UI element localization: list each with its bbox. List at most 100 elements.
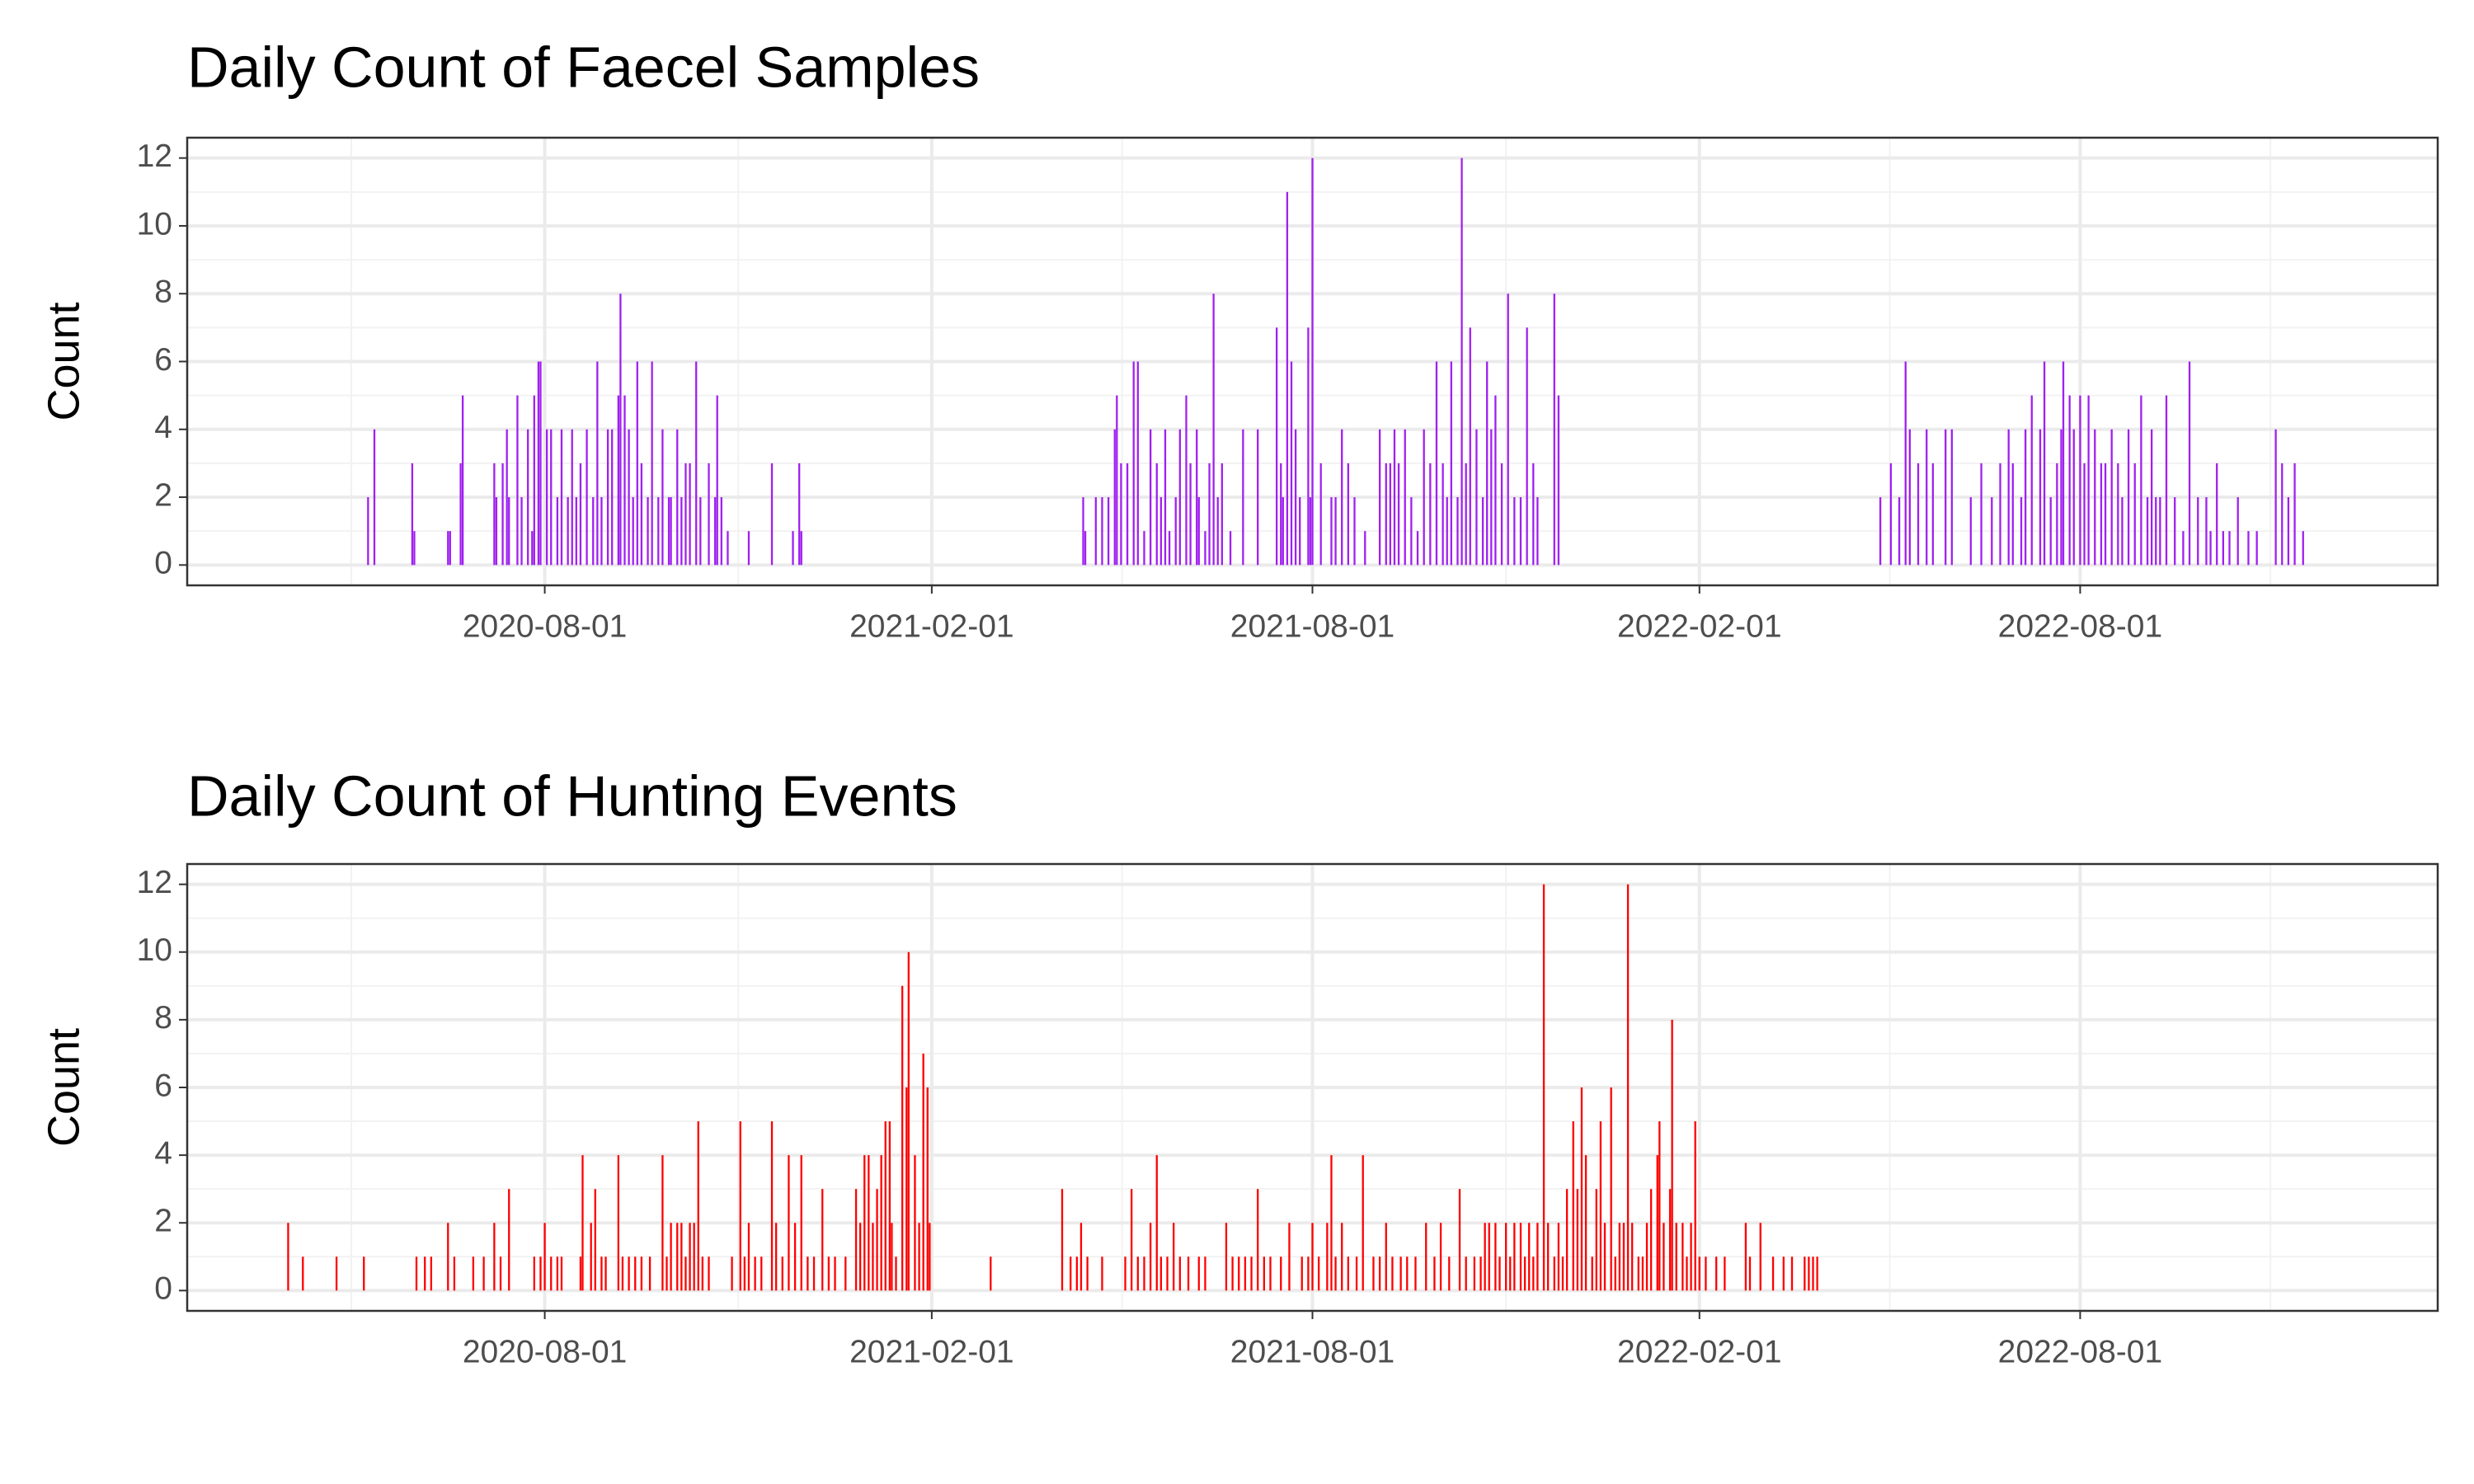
- bar: [1475, 429, 1478, 566]
- bar: [621, 1256, 624, 1291]
- bar: [754, 1256, 756, 1291]
- bar: [770, 463, 774, 566]
- bar: [821, 1189, 824, 1291]
- bar: [2062, 361, 2065, 566]
- bar: [1155, 1155, 1158, 1291]
- bar: [844, 1256, 847, 1291]
- bar: [2287, 497, 2290, 566]
- bar: [1584, 1155, 1587, 1291]
- bar: [1318, 1256, 1320, 1291]
- bar: [596, 361, 599, 566]
- bar: [1189, 463, 1192, 566]
- bar: [579, 463, 582, 566]
- bar: [1311, 1223, 1314, 1291]
- bar: [1393, 429, 1396, 566]
- bar: [1410, 497, 1413, 566]
- bar: [2222, 531, 2224, 566]
- bar: [1212, 294, 1215, 566]
- bar: [2216, 463, 2218, 566]
- bar: [1969, 497, 1972, 566]
- bar: [1591, 1256, 1593, 1291]
- bar: [1460, 157, 1463, 566]
- bar: [807, 1256, 809, 1291]
- bar: [461, 395, 464, 566]
- bar: [1479, 1256, 1482, 1291]
- bar: [1509, 1256, 1512, 1291]
- bar: [2007, 429, 2010, 566]
- bar: [1216, 497, 1219, 566]
- bar: [600, 1256, 603, 1291]
- bar: [1553, 1256, 1555, 1291]
- bar: [617, 1155, 619, 1291]
- bar: [1079, 1223, 1083, 1291]
- bar: [651, 361, 653, 566]
- bar: [611, 429, 614, 566]
- bar: [1553, 294, 1555, 566]
- bar: [1507, 294, 1509, 566]
- bar: [1143, 1256, 1145, 1291]
- bar: [1263, 1256, 1265, 1291]
- x-tick-label: 2022-02-01: [1617, 1334, 1782, 1369]
- bar: [918, 1223, 920, 1291]
- bar: [863, 1155, 866, 1291]
- bar: [2083, 463, 2086, 566]
- bar: [1473, 1256, 1476, 1291]
- bar: [689, 463, 691, 566]
- bar: [1561, 1256, 1564, 1291]
- y-tick-label: 4: [154, 410, 172, 445]
- bar: [693, 1223, 695, 1291]
- bar: [1808, 1256, 1810, 1291]
- bar: [1282, 497, 1284, 566]
- bar: [1465, 1256, 1467, 1291]
- bar: [1159, 1256, 1163, 1291]
- bar: [2281, 463, 2284, 566]
- bar: [895, 1256, 897, 1291]
- bar: [1378, 1256, 1381, 1291]
- bar: [2228, 531, 2231, 566]
- bar: [670, 1223, 672, 1291]
- bar: [590, 1223, 592, 1291]
- bar: [2165, 395, 2168, 566]
- bar: [1595, 1189, 1597, 1291]
- bar: [1126, 463, 1129, 566]
- bar: [1196, 429, 1198, 566]
- bar: [447, 531, 449, 566]
- bar: [1334, 497, 1337, 566]
- bar: [1999, 463, 2001, 566]
- bar: [1307, 327, 1310, 566]
- bar: [2056, 463, 2058, 566]
- bar: [499, 1256, 502, 1291]
- bar: [1759, 1223, 1761, 1291]
- bar: [453, 1256, 456, 1291]
- bar: [792, 531, 794, 566]
- bar: [1166, 1256, 1169, 1291]
- bar: [600, 497, 603, 566]
- bar: [2247, 531, 2250, 566]
- bar: [1204, 531, 1206, 566]
- bar: [1061, 1189, 1064, 1291]
- bar: [1580, 1087, 1583, 1291]
- bar: [1879, 497, 1882, 566]
- bar: [1084, 531, 1087, 566]
- bar: [1300, 1256, 1303, 1291]
- bar: [1173, 1223, 1175, 1291]
- bar: [1416, 531, 1419, 566]
- bar: [1319, 463, 1322, 566]
- bar: [2117, 463, 2119, 566]
- bar: [1908, 429, 1911, 566]
- bar: [760, 1256, 763, 1291]
- y-axis-label: Count: [39, 1028, 88, 1147]
- bar: [1658, 1121, 1661, 1291]
- bar: [793, 1223, 797, 1291]
- bar: [1429, 463, 1432, 566]
- bar: [1663, 1223, 1665, 1291]
- bar: [905, 1087, 908, 1291]
- bar: [373, 429, 376, 566]
- bar: [812, 1256, 816, 1291]
- bar: [727, 531, 729, 566]
- bar: [2293, 463, 2296, 566]
- bar: [482, 1256, 485, 1291]
- bar: [1347, 463, 1350, 566]
- bar: [550, 429, 553, 566]
